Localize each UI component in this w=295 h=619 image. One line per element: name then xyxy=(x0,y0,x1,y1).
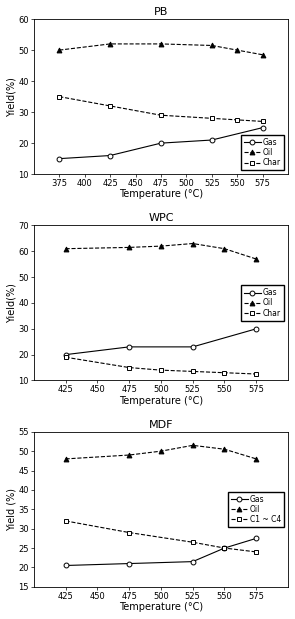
Gas xyxy=(255,325,258,332)
Gas xyxy=(255,535,258,542)
Char xyxy=(64,353,67,361)
Gas xyxy=(159,139,163,147)
Line: Oil: Oil xyxy=(63,241,259,261)
Y-axis label: Yield (%): Yield (%) xyxy=(7,488,17,530)
Char xyxy=(210,115,214,122)
Gas xyxy=(191,558,194,565)
Title: MDF: MDF xyxy=(149,420,173,430)
Legend: Gas, Oil, Char: Gas, Oil, Char xyxy=(241,285,284,321)
C1 ~ C4 xyxy=(223,544,226,552)
Line: Char: Char xyxy=(57,94,265,124)
Gas xyxy=(127,343,131,350)
Gas xyxy=(261,124,264,131)
Char xyxy=(191,368,194,375)
Oil xyxy=(235,46,239,54)
Gas xyxy=(223,544,226,552)
Char xyxy=(58,93,61,100)
Char xyxy=(223,369,226,376)
Oil xyxy=(159,40,163,48)
Oil xyxy=(58,46,61,54)
Oil xyxy=(64,245,67,253)
Legend: Gas, Oil, C1 ~ C4: Gas, Oil, C1 ~ C4 xyxy=(228,491,284,527)
Gas xyxy=(127,560,131,567)
Char xyxy=(261,118,264,125)
Gas xyxy=(108,152,112,159)
Oil xyxy=(159,448,163,455)
Oil xyxy=(191,240,194,247)
Gas xyxy=(191,343,194,350)
Line: Gas: Gas xyxy=(63,536,259,568)
C1 ~ C4 xyxy=(255,548,258,556)
Oil xyxy=(64,455,67,462)
Oil xyxy=(223,446,226,453)
Oil xyxy=(108,40,112,48)
Oil xyxy=(191,441,194,449)
C1 ~ C4 xyxy=(191,539,194,546)
Oil xyxy=(210,41,214,49)
Gas xyxy=(58,155,61,162)
X-axis label: Temperature (°C): Temperature (°C) xyxy=(119,189,203,199)
Oil xyxy=(261,51,264,58)
Y-axis label: Yield(%): Yield(%) xyxy=(7,77,17,116)
Gas xyxy=(64,562,67,569)
Line: Gas: Gas xyxy=(57,125,265,161)
Char xyxy=(159,366,163,374)
Char xyxy=(255,370,258,378)
Char xyxy=(127,364,131,371)
Title: PB: PB xyxy=(154,7,168,17)
X-axis label: Temperature (°C): Temperature (°C) xyxy=(119,602,203,612)
Gas xyxy=(64,351,67,358)
Y-axis label: Yield(%): Yield(%) xyxy=(7,283,17,323)
Legend: Gas, Oil, Char: Gas, Oil, Char xyxy=(241,135,284,170)
Char xyxy=(235,116,239,124)
Line: Oil: Oil xyxy=(57,41,265,57)
Line: Oil: Oil xyxy=(63,443,259,461)
Line: Char: Char xyxy=(63,355,259,376)
Line: C1 ~ C4: C1 ~ C4 xyxy=(63,519,259,555)
Gas xyxy=(210,136,214,144)
C1 ~ C4 xyxy=(64,517,67,525)
Title: WPC: WPC xyxy=(148,214,174,223)
Oil xyxy=(159,243,163,250)
Char xyxy=(159,111,163,119)
Oil xyxy=(127,244,131,251)
Oil xyxy=(223,245,226,253)
Char xyxy=(108,102,112,110)
Oil xyxy=(127,451,131,459)
X-axis label: Temperature (°C): Temperature (°C) xyxy=(119,396,203,405)
Oil xyxy=(255,455,258,462)
Oil xyxy=(255,255,258,262)
C1 ~ C4 xyxy=(127,529,131,536)
Line: Gas: Gas xyxy=(63,326,259,357)
